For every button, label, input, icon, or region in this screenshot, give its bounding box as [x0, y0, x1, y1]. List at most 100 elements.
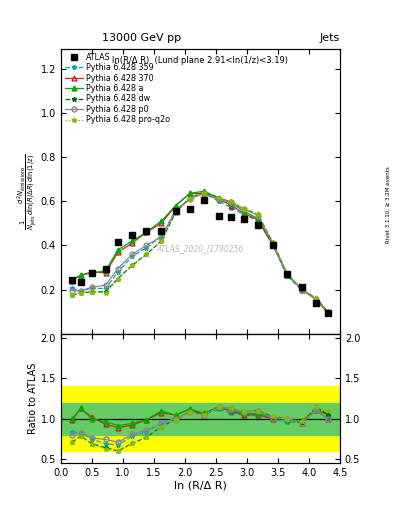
Pythia 6.428 370: [229, 202, 234, 208]
Pythia 6.428 p0: [229, 199, 234, 205]
Pythia 6.428 dw: [130, 262, 134, 268]
Pythia 6.428 a: [103, 268, 108, 274]
Pythia 6.428 p0: [201, 190, 206, 197]
Pythia 6.428 370: [103, 270, 108, 276]
Pythia 6.428 359: [241, 211, 246, 218]
Pythia 6.428 370: [187, 190, 192, 197]
Pythia 6.428 370: [217, 196, 221, 202]
Pythia 6.428 pro-q2o: [217, 195, 221, 201]
Y-axis label: Ratio to ATLAS: Ratio to ATLAS: [28, 363, 38, 434]
ATLAS: [285, 271, 290, 277]
Pythia 6.428 359: [90, 285, 94, 291]
ATLAS: [256, 222, 261, 228]
Pythia 6.428 a: [241, 208, 246, 214]
Pythia 6.428 a: [271, 240, 275, 246]
Pythia 6.428 a: [217, 195, 221, 201]
Pythia 6.428 pro-q2o: [116, 275, 120, 282]
Pythia 6.428 dw: [299, 287, 304, 293]
Pythia 6.428 p0: [299, 287, 304, 293]
Pythia 6.428 dw: [173, 209, 178, 215]
Pythia 6.428 a: [325, 309, 330, 315]
Pythia 6.428 370: [130, 240, 134, 246]
Pythia 6.428 370: [78, 272, 83, 278]
Pythia 6.428 359: [116, 269, 120, 275]
Pythia 6.428 pro-q2o: [201, 190, 206, 197]
Pythia 6.428 p0: [116, 266, 120, 272]
Pythia 6.428 p0: [241, 206, 246, 212]
ATLAS: [201, 197, 206, 203]
Text: 13000 GeV pp: 13000 GeV pp: [102, 33, 181, 44]
Pythia 6.428 dw: [241, 206, 246, 212]
Pythia 6.428 p0: [103, 282, 108, 288]
Pythia 6.428 pro-q2o: [70, 292, 74, 298]
Pythia 6.428 pro-q2o: [173, 210, 178, 217]
Pythia 6.428 359: [130, 253, 134, 260]
Pythia 6.428 359: [173, 207, 178, 213]
Pythia 6.428 a: [256, 216, 261, 222]
Pythia 6.428 359: [299, 287, 304, 293]
ATLAS: [144, 228, 149, 234]
Pythia 6.428 a: [78, 272, 83, 278]
ATLAS: [90, 270, 94, 276]
Pythia 6.428 pro-q2o: [285, 271, 290, 277]
ATLAS: [159, 228, 164, 234]
Pythia 6.428 359: [271, 242, 275, 248]
Pythia 6.428 359: [159, 233, 164, 240]
ATLAS: [116, 239, 120, 245]
Line: Pythia 6.428 dw: Pythia 6.428 dw: [70, 190, 330, 314]
Text: ATLAS_2020_I1790256: ATLAS_2020_I1790256: [157, 244, 244, 253]
Pythia 6.428 a: [130, 238, 134, 244]
Pythia 6.428 359: [103, 285, 108, 291]
Pythia 6.428 pro-q2o: [187, 196, 192, 202]
Pythia 6.428 p0: [159, 233, 164, 240]
Pythia 6.428 p0: [144, 242, 149, 248]
Pythia 6.428 p0: [217, 196, 221, 202]
Pythia 6.428 p0: [285, 271, 290, 277]
Pythia 6.428 dw: [201, 189, 206, 196]
Pythia 6.428 370: [116, 249, 120, 255]
Pythia 6.428 p0: [173, 208, 178, 214]
Pythia 6.428 p0: [271, 241, 275, 247]
Pythia 6.428 359: [325, 310, 330, 316]
Pythia 6.428 pro-q2o: [256, 211, 261, 218]
Pythia 6.428 dw: [90, 289, 94, 295]
Text: Rivet 3.1.10, ≥ 3.2M events: Rivet 3.1.10, ≥ 3.2M events: [386, 166, 391, 243]
ATLAS: [187, 206, 192, 212]
Pythia 6.428 pro-q2o: [144, 251, 149, 257]
Pythia 6.428 p0: [90, 284, 94, 290]
Pythia 6.428 dw: [116, 275, 120, 282]
Pythia 6.428 370: [299, 287, 304, 293]
Line: Pythia 6.428 a: Pythia 6.428 a: [70, 189, 330, 314]
Pythia 6.428 a: [144, 229, 149, 235]
ATLAS: [78, 279, 83, 285]
Pythia 6.428 370: [325, 310, 330, 316]
X-axis label: ln (R/Δ R): ln (R/Δ R): [174, 481, 227, 491]
Pythia 6.428 a: [229, 200, 234, 206]
Pythia 6.428 a: [201, 188, 206, 194]
Pythia 6.428 a: [116, 247, 120, 253]
Pythia 6.428 359: [229, 205, 234, 211]
Pythia 6.428 359: [217, 198, 221, 204]
Pythia 6.428 dw: [325, 309, 330, 315]
Pythia 6.428 pro-q2o: [103, 290, 108, 296]
Pythia 6.428 370: [159, 220, 164, 226]
Line: Pythia 6.428 pro-q2o: Pythia 6.428 pro-q2o: [70, 191, 330, 313]
Pythia 6.428 pro-q2o: [130, 262, 134, 268]
Pythia 6.428 359: [314, 296, 319, 303]
Pythia 6.428 370: [70, 278, 74, 284]
Pythia 6.428 dw: [70, 292, 74, 298]
Pythia 6.428 pro-q2o: [159, 238, 164, 244]
Pythia 6.428 359: [78, 288, 83, 294]
ATLAS: [271, 242, 275, 248]
Pythia 6.428 370: [173, 202, 178, 208]
Pythia 6.428 a: [159, 218, 164, 224]
Pythia 6.428 370: [144, 229, 149, 235]
Line: ATLAS: ATLAS: [69, 197, 331, 316]
Pythia 6.428 a: [285, 272, 290, 278]
Y-axis label: $\frac{1}{N_{\mathrm{jets}}}\frac{d^2 N_{\mathrm{emissions}}}{d\ln(R/\Delta R)\,: $\frac{1}{N_{\mathrm{jets}}}\frac{d^2 N_…: [16, 153, 39, 229]
Pythia 6.428 370: [201, 190, 206, 197]
ATLAS: [314, 300, 319, 306]
Pythia 6.428 dw: [144, 251, 149, 257]
Line: Pythia 6.428 p0: Pythia 6.428 p0: [70, 191, 330, 315]
ATLAS: [217, 212, 221, 219]
